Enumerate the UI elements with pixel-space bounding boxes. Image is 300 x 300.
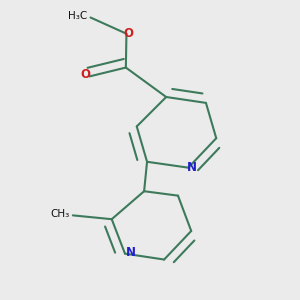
- Text: CH₃: CH₃: [51, 209, 70, 219]
- Text: O: O: [123, 27, 133, 40]
- Text: N: N: [126, 246, 136, 259]
- Text: O: O: [80, 68, 91, 81]
- Text: N: N: [187, 161, 197, 174]
- Text: H₃C: H₃C: [68, 11, 88, 21]
